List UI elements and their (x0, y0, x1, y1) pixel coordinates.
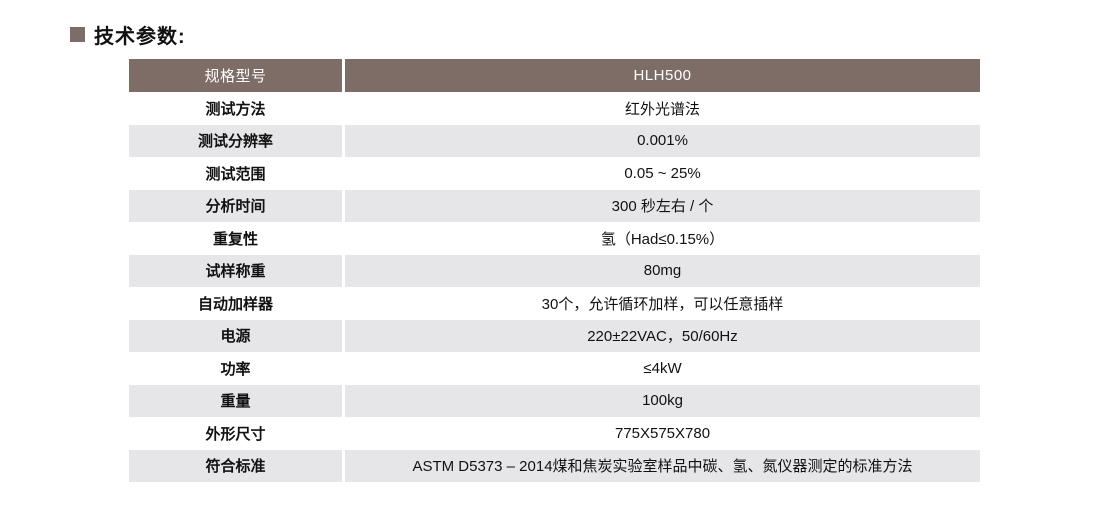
spec-label-cell: 外形尺寸 (129, 417, 342, 450)
spec-table: 规格型号 HLH500 测试方法 红外光谱法 测试分辨率 0.001% 测试范围… (129, 59, 980, 482)
spec-value-cell: 220±22VAC，50/60Hz (345, 319, 980, 352)
spec-value-cell: 775X575X780 (345, 417, 980, 450)
table-row: 重量 100kg (129, 384, 980, 417)
spec-value-cell: ASTM D5373 – 2014煤和焦炭实验室样品中碳、氢、氮仪器测定的标准方… (345, 449, 980, 482)
spec-label-cell: 分析时间 (129, 189, 342, 222)
table-row: 符合标准 ASTM D5373 – 2014煤和焦炭实验室样品中碳、氢、氮仪器测… (129, 449, 980, 482)
spec-label-cell: 电源 (129, 319, 342, 352)
table-row: 分析时间 300 秒左右 / 个 (129, 189, 980, 222)
table-header-row: 规格型号 HLH500 (129, 59, 980, 92)
spec-value-cell: 0.05 ~ 25% (345, 157, 980, 190)
square-bullet-icon (70, 27, 85, 42)
header-value-cell: HLH500 (345, 59, 980, 92)
spec-label-cell: 功率 (129, 352, 342, 385)
table-row: 测试方法 红外光谱法 (129, 92, 980, 125)
header-label-cell: 规格型号 (129, 59, 342, 92)
spec-value-cell: 30个，允许循环加样，可以任意插样 (345, 287, 980, 320)
spec-label-cell: 试样称重 (129, 254, 342, 287)
spec-value-cell: 300 秒左右 / 个 (345, 189, 980, 222)
spec-label-cell: 符合标准 (129, 449, 342, 482)
table-row: 自动加样器 30个，允许循环加样，可以任意插样 (129, 287, 980, 320)
spec-label-cell: 重量 (129, 384, 342, 417)
table-row: 试样称重 80mg (129, 254, 980, 287)
spec-value-cell: 氢（Had≤0.15%） (345, 222, 980, 255)
table-row: 重复性 氢（Had≤0.15%） (129, 222, 980, 255)
spec-label-cell: 自动加样器 (129, 287, 342, 320)
table-row: 外形尺寸 775X575X780 (129, 417, 980, 450)
spec-label-cell: 测试方法 (129, 92, 342, 125)
table-row: 测试范围 0.05 ~ 25% (129, 157, 980, 190)
spec-value-cell: 80mg (345, 254, 980, 287)
spec-value-cell: 红外光谱法 (345, 92, 980, 125)
spec-label-cell: 测试分辨率 (129, 124, 342, 157)
table-row: 电源 220±22VAC，50/60Hz (129, 319, 980, 352)
spec-value-cell: 0.001% (345, 124, 980, 157)
table-row: 功率 ≤4kW (129, 352, 980, 385)
spec-label-cell: 测试范围 (129, 157, 342, 190)
spec-value-cell: ≤4kW (345, 352, 980, 385)
section-title: 技术参数: (70, 20, 186, 49)
spec-label-cell: 重复性 (129, 222, 342, 255)
section-title-text: 技术参数: (94, 26, 186, 48)
spec-value-cell: 100kg (345, 384, 980, 417)
table-row: 测试分辨率 0.001% (129, 124, 980, 157)
